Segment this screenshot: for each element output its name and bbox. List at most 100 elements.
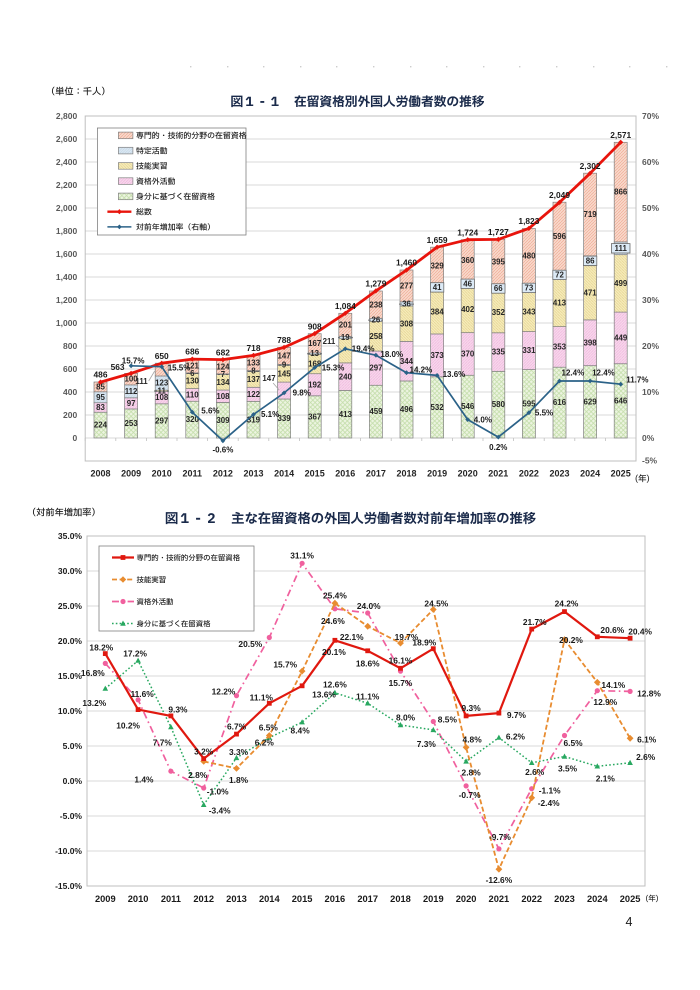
svg-text:2,200: 2,200 — [56, 180, 78, 190]
svg-text:1,823: 1,823 — [518, 216, 539, 226]
svg-text:459: 459 — [369, 407, 383, 416]
svg-text:866: 866 — [614, 188, 628, 197]
svg-text:66: 66 — [494, 284, 503, 293]
svg-text:1,600: 1,600 — [56, 249, 78, 259]
svg-text:309: 309 — [216, 416, 230, 425]
svg-text:2022: 2022 — [519, 468, 539, 478]
svg-text:6.2%: 6.2% — [506, 732, 526, 742]
svg-text:9.8%: 9.8% — [293, 389, 311, 398]
svg-text:308: 308 — [400, 319, 414, 328]
svg-text:353: 353 — [553, 343, 567, 352]
svg-text:112: 112 — [125, 387, 138, 396]
svg-text:26: 26 — [372, 316, 381, 325]
svg-text:8.5%: 8.5% — [438, 715, 458, 725]
svg-text:124: 124 — [216, 362, 230, 371]
svg-text:5.0%: 5.0% — [63, 741, 83, 751]
svg-text:4.0%: 4.0% — [474, 415, 492, 424]
svg-text:2009: 2009 — [95, 894, 116, 904]
svg-text:2011: 2011 — [183, 468, 203, 478]
svg-text:2,800: 2,800 — [56, 111, 78, 121]
svg-text:2012: 2012 — [213, 468, 233, 478]
svg-text:238: 238 — [369, 300, 383, 309]
svg-text:147: 147 — [278, 352, 292, 361]
svg-text:137: 137 — [247, 375, 261, 384]
svg-text:13.2%: 13.2% — [82, 698, 106, 708]
svg-text:15.3%: 15.3% — [322, 363, 345, 372]
svg-text:1,000: 1,000 — [56, 318, 78, 328]
svg-text:595: 595 — [522, 399, 536, 408]
svg-text:6.1%: 6.1% — [637, 734, 657, 744]
svg-text:686: 686 — [185, 347, 199, 357]
svg-text:486: 486 — [94, 370, 108, 380]
svg-text:398: 398 — [584, 338, 598, 347]
svg-text:24.2%: 24.2% — [555, 599, 579, 609]
svg-text:19.4%: 19.4% — [352, 345, 375, 354]
svg-text:20.6%: 20.6% — [600, 625, 624, 635]
svg-text:11.1%: 11.1% — [250, 692, 274, 702]
svg-text:2017: 2017 — [366, 468, 386, 478]
svg-text:17.2%: 17.2% — [123, 649, 147, 659]
svg-text:331: 331 — [522, 346, 536, 355]
svg-text:373: 373 — [431, 351, 445, 360]
svg-text:11.1%: 11.1% — [356, 691, 380, 701]
svg-text:95: 95 — [96, 393, 105, 402]
svg-text:85: 85 — [96, 383, 105, 392]
svg-text:2013: 2013 — [243, 468, 263, 478]
svg-text:19: 19 — [341, 333, 350, 342]
svg-text:352: 352 — [492, 308, 506, 317]
svg-text:6.5%: 6.5% — [259, 723, 279, 733]
svg-text:20.4%: 20.4% — [628, 627, 652, 637]
svg-text:31.1%: 31.1% — [290, 550, 314, 560]
svg-text:8.0%: 8.0% — [396, 713, 416, 723]
svg-text:908: 908 — [308, 321, 322, 331]
svg-text:35.0%: 35.0% — [58, 531, 83, 541]
svg-text:168: 168 — [308, 360, 322, 369]
svg-text:616: 616 — [553, 398, 567, 407]
svg-text:133: 133 — [247, 359, 261, 368]
svg-text:0.2%: 0.2% — [489, 443, 507, 452]
svg-text:200: 200 — [63, 410, 77, 420]
svg-text:2012: 2012 — [193, 894, 214, 904]
svg-text:2010: 2010 — [152, 468, 172, 478]
svg-text:9: 9 — [282, 361, 287, 370]
svg-text:97: 97 — [127, 399, 136, 408]
svg-text:580: 580 — [492, 400, 506, 409]
svg-text:2.6%: 2.6% — [525, 767, 545, 777]
svg-text:14.2%: 14.2% — [410, 366, 433, 375]
svg-text:211: 211 — [323, 337, 336, 346]
svg-text:2008: 2008 — [90, 468, 110, 478]
svg-text:471: 471 — [584, 288, 598, 297]
svg-text:20.0%: 20.0% — [58, 636, 83, 646]
svg-text:2017: 2017 — [357, 894, 378, 904]
svg-text:402: 402 — [461, 305, 475, 314]
svg-text:0%: 0% — [642, 433, 655, 443]
svg-text:496: 496 — [400, 405, 414, 414]
svg-text:240: 240 — [339, 372, 353, 381]
svg-text:3.2%: 3.2% — [194, 747, 214, 757]
svg-text:12.2%: 12.2% — [212, 687, 236, 697]
svg-text:596: 596 — [553, 232, 567, 241]
svg-text:111: 111 — [135, 377, 148, 386]
svg-text:147: 147 — [262, 374, 276, 383]
svg-text:2.1%: 2.1% — [596, 773, 616, 783]
svg-text:384: 384 — [431, 307, 445, 316]
svg-text:13.6%: 13.6% — [443, 370, 466, 379]
svg-text:253: 253 — [125, 419, 139, 428]
svg-text:339: 339 — [278, 414, 292, 423]
svg-text:111: 111 — [615, 244, 628, 253]
svg-text:18.6%: 18.6% — [356, 658, 380, 668]
svg-text:11.6%: 11.6% — [130, 689, 154, 699]
svg-text:2013: 2013 — [226, 894, 247, 904]
svg-text:15.7%: 15.7% — [389, 678, 413, 688]
svg-text:30%: 30% — [642, 295, 659, 305]
svg-text:2020: 2020 — [456, 894, 477, 904]
svg-text:60%: 60% — [642, 157, 659, 167]
svg-text:70%: 70% — [642, 111, 659, 121]
svg-text:72: 72 — [555, 271, 564, 280]
svg-text:25.0%: 25.0% — [58, 601, 83, 611]
svg-text:16.8%: 16.8% — [81, 668, 105, 678]
svg-text:10%: 10% — [642, 387, 659, 397]
svg-text:343: 343 — [522, 307, 536, 316]
svg-text:329: 329 — [431, 262, 445, 271]
svg-text:12.4%: 12.4% — [592, 369, 615, 378]
